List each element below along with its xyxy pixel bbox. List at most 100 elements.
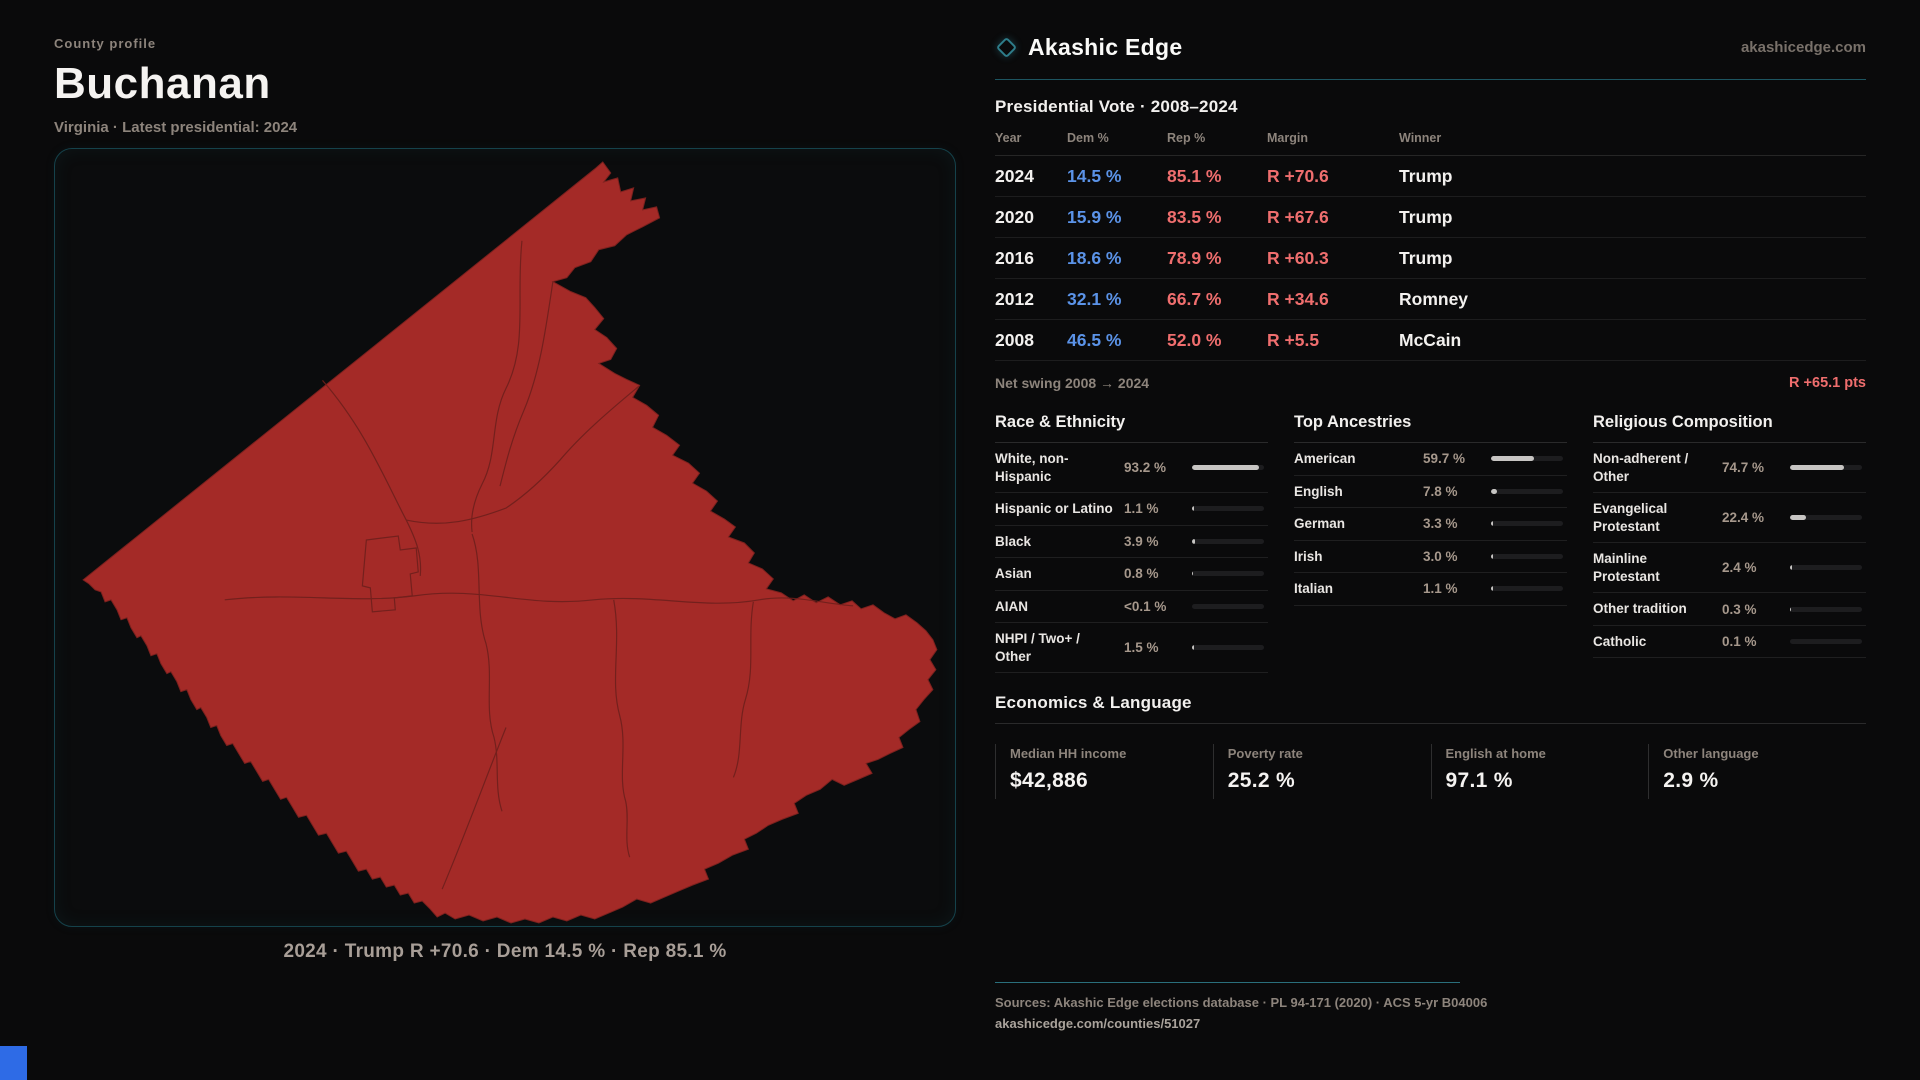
col-year: Year bbox=[995, 131, 1022, 145]
diamond-icon bbox=[995, 36, 1018, 59]
list-item: English 7.8 % bbox=[1294, 476, 1567, 509]
net-swing-row: Net swing 2008 → 2024 R +65.1 pts bbox=[995, 375, 1866, 391]
econ-stat: Median HH income $42,886 bbox=[995, 744, 1213, 800]
percentage-bar bbox=[1192, 604, 1264, 609]
economics-divider bbox=[995, 723, 1866, 725]
econ-stat: Other language 2.9 % bbox=[1648, 744, 1866, 800]
list-item: Asian 0.8 % bbox=[995, 558, 1268, 591]
stat-label: AIAN bbox=[995, 598, 1028, 614]
stat-value: 74.7 % bbox=[1722, 460, 1765, 476]
table-row: 2020 15.9 % 83.5 % R +67.6 Trump bbox=[995, 197, 1866, 238]
header-divider bbox=[995, 79, 1866, 80]
footer-divider bbox=[995, 982, 1460, 983]
stat-value: 0.1 % bbox=[1722, 634, 1757, 650]
economics-stats: Median HH income $42,886 Poverty rate 25.2 … bbox=[995, 744, 1866, 800]
stat-label: Asian bbox=[995, 566, 1032, 582]
net-swing-value: R +65.1 pts bbox=[1789, 375, 1866, 391]
econ-stat-value: $42,886 bbox=[1010, 769, 1089, 793]
net-swing-label: Net swing 2008 → 2024 bbox=[995, 375, 1150, 391]
stat-value: 3.3 % bbox=[1423, 516, 1458, 532]
percentage-bar bbox=[1192, 538, 1264, 544]
stat-label: Non-adherent / Other bbox=[1593, 451, 1689, 484]
list-item: Irish 3.0 % bbox=[1294, 541, 1567, 574]
col-rep: Rep % bbox=[1167, 131, 1206, 145]
list-item: Mainline Protestant 2.4 % bbox=[1593, 543, 1866, 594]
list-item: NHPI / Two+ / Other 1.5 % bbox=[995, 623, 1268, 674]
econ-stat: English at home 97.1 % bbox=[1430, 744, 1649, 800]
stat-value: 1.1 % bbox=[1423, 581, 1458, 597]
stat-value: 0.8 % bbox=[1124, 566, 1159, 582]
econ-stat-value: 25.2 % bbox=[1227, 769, 1295, 793]
stat-label: Mainline Protestant bbox=[1593, 551, 1660, 584]
stat-value: <0.1 % bbox=[1124, 599, 1167, 614]
stat-value: 2.4 % bbox=[1722, 560, 1757, 576]
stat-label: White, non- Hispanic bbox=[995, 451, 1069, 484]
table-row: 2024 14.5 % 85.1 % R +70.6 Trump bbox=[995, 156, 1866, 197]
brand-domain-link[interactable]: akashicedge.com bbox=[1740, 39, 1866, 56]
col-dem: Dem % bbox=[1067, 131, 1109, 145]
percentage-bar bbox=[1192, 571, 1264, 577]
percentage-bar bbox=[1790, 465, 1862, 471]
list-item: Catholic 0.1 % bbox=[1593, 626, 1866, 659]
list-item: Italian 1.1 % bbox=[1294, 573, 1567, 606]
stat-label: English bbox=[1294, 483, 1343, 499]
list-item: American 59.7 % bbox=[1294, 443, 1567, 476]
percentage-bar bbox=[1790, 565, 1862, 571]
stat-label: Evangelical Protestant bbox=[1593, 501, 1668, 534]
list-item: Black 3.9 % bbox=[995, 526, 1268, 559]
econ-stat: Poverty rate 25.2 % bbox=[1212, 744, 1431, 800]
county-shape bbox=[82, 161, 938, 924]
stat-value: 93.2 % bbox=[1124, 460, 1167, 476]
percentage-bar bbox=[1790, 639, 1862, 645]
county-header: County profile Buchanan Virginia · Lates… bbox=[54, 36, 297, 136]
stat-label: Hispanic or Latino bbox=[995, 501, 1113, 517]
econ-stat-value: 2.9 % bbox=[1663, 769, 1719, 793]
footer: Sources: Akashic Edge elections database… bbox=[995, 982, 1866, 1031]
stat-value: 0.3 % bbox=[1722, 601, 1757, 617]
sources-text: Sources: Akashic Edge elections database… bbox=[995, 995, 1488, 1010]
county-map bbox=[82, 161, 938, 924]
col-margin: Margin bbox=[1267, 131, 1308, 145]
stat-label: Other tradition bbox=[1593, 601, 1687, 617]
stat-label: Black bbox=[995, 533, 1032, 549]
county-map-panel bbox=[54, 148, 956, 927]
stat-value: 3.9 % bbox=[1124, 533, 1159, 549]
page-title: Buchanan bbox=[54, 59, 271, 108]
economics-title: Economics & Language bbox=[995, 693, 1192, 713]
percentage-bar bbox=[1491, 488, 1563, 494]
section-title: Top Ancestries bbox=[1294, 413, 1567, 443]
stat-value: 59.7 % bbox=[1423, 451, 1466, 467]
brand-name: Akashic Edge bbox=[1028, 34, 1183, 60]
econ-stat-label: Other language bbox=[1663, 746, 1759, 762]
percentage-bar bbox=[1790, 515, 1862, 521]
percentage-bar bbox=[1491, 521, 1563, 527]
list-item: German 3.3 % bbox=[1294, 508, 1567, 541]
col-winner: Winner bbox=[1399, 131, 1442, 145]
section-ancestries: Top Ancestries American 59.7 % English 7.8 … bbox=[1294, 413, 1567, 673]
vote-table-title: Presidential Vote · 2008–2024 bbox=[995, 97, 1238, 116]
cursor-artifact bbox=[0, 1046, 27, 1080]
vote-table: Year Dem % Rep % Margin Winner 2024 14.5… bbox=[995, 131, 1866, 361]
section-title: Race & Ethnicity bbox=[995, 413, 1268, 443]
table-row: 2012 32.1 % 66.7 % R +34.6 Romney bbox=[995, 279, 1866, 320]
percentage-bar bbox=[1491, 553, 1563, 559]
map-caption: 2024 · Trump R +70.6 · Dem 14.5 % · Rep … bbox=[283, 941, 727, 962]
eyebrow-label: County profile bbox=[54, 36, 157, 51]
section-race: Race & Ethnicity White, non- Hispanic 93.… bbox=[995, 413, 1268, 674]
permalink-link[interactable]: akashicedge.com/counties/51027 bbox=[995, 1016, 1201, 1031]
section-religion: Religious Composition Non-adherent / Oth… bbox=[1593, 413, 1866, 673]
econ-stat-value: 97.1 % bbox=[1445, 769, 1513, 793]
stat-value: 22.4 % bbox=[1722, 510, 1765, 526]
county-subtitle: Virginia · Latest presidential: 2024 bbox=[54, 119, 298, 136]
stat-label: Italian bbox=[1294, 581, 1334, 597]
stat-value: 3.0 % bbox=[1423, 548, 1458, 564]
stat-value: 1.1 % bbox=[1124, 501, 1159, 517]
list-item: Hispanic or Latino 1.1 % bbox=[995, 493, 1268, 526]
stat-label: American bbox=[1294, 451, 1356, 466]
stat-label: Irish bbox=[1294, 548, 1323, 564]
precinct-boundaries bbox=[224, 240, 854, 890]
profile-panel: Akashic Edge akashicedge.com Presidentia… bbox=[995, 34, 1866, 800]
section-title: Religious Composition bbox=[1593, 413, 1866, 443]
stat-value: 1.5 % bbox=[1124, 640, 1159, 656]
list-item: Other tradition 0.3 % bbox=[1593, 593, 1866, 626]
